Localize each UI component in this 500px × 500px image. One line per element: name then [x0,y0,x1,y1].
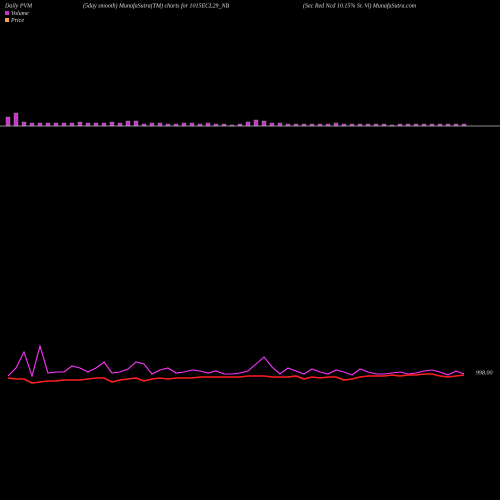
chart-title: Daily PVM [4,3,33,9]
volume-bar [69,122,75,127]
volume-bar [333,122,339,127]
volume-bar [29,122,35,127]
volume-bar [149,122,155,127]
volume-bar [205,122,211,127]
volume-bar [277,122,283,127]
volume-bar [13,112,19,127]
volume-bar [85,122,91,127]
y-tick-label: 998.00 [476,370,493,376]
price-line [7,343,465,378]
volume-bar [45,122,51,127]
volume-bar [181,122,187,127]
volume-bar [269,122,275,127]
volume-bar [253,119,259,127]
volume-bar [157,122,163,127]
volume-bar [261,120,267,127]
volume-bar [93,122,99,127]
legend-swatch [5,18,9,22]
volume-bar [61,122,67,127]
volume-bar [109,121,115,127]
volume-bar [5,116,11,127]
price-line [7,373,465,384]
volume-bar [245,121,251,127]
volume-bar [133,120,139,127]
volume-bar [189,122,195,127]
volume-bar [101,122,107,127]
chart-annotation: (Sec Red Ncd 10.15% Sr. Vi) MunafaSutra.… [303,2,417,9]
volume-bar [21,121,27,127]
legend-label: Volume [11,11,29,17]
volume-bar [53,122,59,127]
volume-bar [37,122,43,127]
legend-label: Price [10,18,24,24]
volume-bar [77,121,83,127]
volume-bar [117,122,123,127]
chart-subtitle: (5day smooth) MunafaSutra(TM) charts for… [83,2,230,9]
volume-bar [125,120,131,127]
legend-swatch [5,11,9,15]
